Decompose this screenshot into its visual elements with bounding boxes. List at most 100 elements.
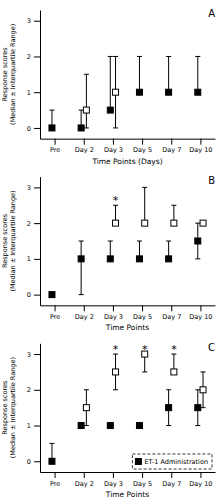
x-tick-mark (55, 139, 56, 145)
x-tick: Pre (50, 139, 60, 155)
x-tick-mark (171, 305, 172, 311)
x-tick-label: Day 5 (133, 313, 152, 321)
chart-container: PreDay 2Day 3Day 5Day 7Day 100123ATime P… (0, 0, 223, 500)
error-cap (166, 241, 171, 242)
error-cap (84, 389, 89, 390)
error-cap (137, 56, 142, 57)
y-axis-title-line: Response scores (1, 213, 9, 268)
y-tick-mark (34, 223, 40, 224)
x-tick-label: Day 10 (189, 146, 212, 154)
y-axis-line (40, 344, 41, 473)
x-tick: Day 3 (104, 305, 123, 321)
marks (49, 187, 206, 297)
panel-label: C (208, 342, 215, 353)
x-tick-label: Day 2 (75, 146, 94, 154)
y-tick-label: 0 (27, 458, 31, 466)
error-cap (49, 443, 54, 444)
y-tick-label: 1 (27, 89, 31, 97)
y-tick-label: 3 (27, 184, 31, 192)
error-cap (166, 389, 171, 390)
annotation: * (113, 194, 119, 207)
marker (83, 405, 89, 411)
marks (49, 351, 206, 464)
x-tick-mark (142, 139, 143, 145)
x-tick-label: Day 7 (162, 313, 181, 321)
series (83, 351, 206, 425)
error-cap (195, 425, 200, 426)
x-tick-mark (171, 472, 172, 478)
x-tick: Pre (50, 305, 60, 321)
marker (195, 238, 201, 244)
x-tick: Day 10 (189, 472, 212, 488)
x-tick-mark (113, 305, 114, 311)
panel-label: B (208, 175, 215, 186)
error-cap (195, 223, 200, 224)
x-axis-title: Time Points (105, 490, 149, 499)
y-tick-mark (34, 187, 40, 188)
y-tick-mark (34, 21, 40, 22)
marker (171, 220, 177, 226)
x-axis: PreDay 2Day 3Day 5Day 7Day 10 (41, 472, 216, 488)
x-tick-mark (113, 139, 114, 145)
x-tick-mark (200, 305, 201, 311)
y-tick-label: 2 (27, 220, 31, 228)
y-axis: 0123 (27, 177, 41, 306)
legend-box (132, 454, 212, 469)
error-bar (139, 56, 140, 92)
y-tick-mark (34, 426, 40, 427)
error-cap (171, 205, 176, 206)
y-tick-mark (34, 56, 40, 57)
y-axis-title-line: Response scores (1, 47, 9, 102)
error-cap (79, 294, 84, 295)
y-tick: 1 (27, 89, 40, 97)
panel: PreDay 2Day 3Day 5Day 7Day 100123*BTime … (1, 175, 216, 332)
y-tick: 0 (27, 458, 40, 466)
series (49, 390, 201, 464)
annotation: * (142, 343, 148, 356)
y-tick-label: 2 (27, 386, 31, 394)
x-tick: Day 3 (104, 472, 123, 488)
marker (171, 369, 177, 375)
y-axis: 0123 (27, 11, 41, 140)
x-tick: Day 7 (162, 305, 181, 321)
x-tick-label: Pre (50, 480, 60, 488)
y-tick-label: 2 (27, 53, 31, 61)
error-cap (166, 425, 171, 426)
series (113, 187, 207, 226)
error-cap (195, 258, 200, 259)
error-cap (201, 371, 206, 372)
marker (78, 125, 84, 131)
panel: PreDay 2Day 3Day 5Day 7Day 100123ATime P… (1, 8, 216, 165)
error-bar (168, 56, 169, 92)
x-tick-mark (200, 139, 201, 145)
y-tick: 2 (27, 386, 40, 394)
y-tick-label: 0 (27, 125, 31, 133)
x-tick: Day 2 (75, 139, 94, 155)
marker (113, 89, 119, 95)
error-cap (108, 241, 113, 242)
annotation: * (113, 343, 119, 356)
marker (107, 256, 113, 262)
x-tick-label: Day 7 (162, 146, 181, 154)
x-tick-mark (55, 472, 56, 478)
marker (49, 125, 55, 131)
y-tick-label: 1 (27, 422, 31, 430)
y-tick: 0 (27, 125, 40, 133)
marker (200, 387, 206, 393)
y-axis-title: Response scores(Median ± Interquartile R… (1, 24, 17, 125)
marker (107, 107, 113, 113)
error-cap (142, 371, 147, 372)
series (49, 223, 201, 297)
error-cap (113, 56, 118, 57)
error-cap (195, 56, 200, 57)
y-tick: 0 (27, 291, 40, 299)
y-tick: 3 (27, 351, 40, 359)
marker (136, 423, 142, 429)
x-tick-mark (84, 305, 85, 311)
marker (113, 369, 119, 375)
error-bar (197, 56, 198, 92)
x-tick-mark (84, 139, 85, 145)
legend: ET-1 Administration (132, 454, 212, 469)
x-axis-line (41, 472, 216, 473)
error-bar (81, 241, 82, 295)
